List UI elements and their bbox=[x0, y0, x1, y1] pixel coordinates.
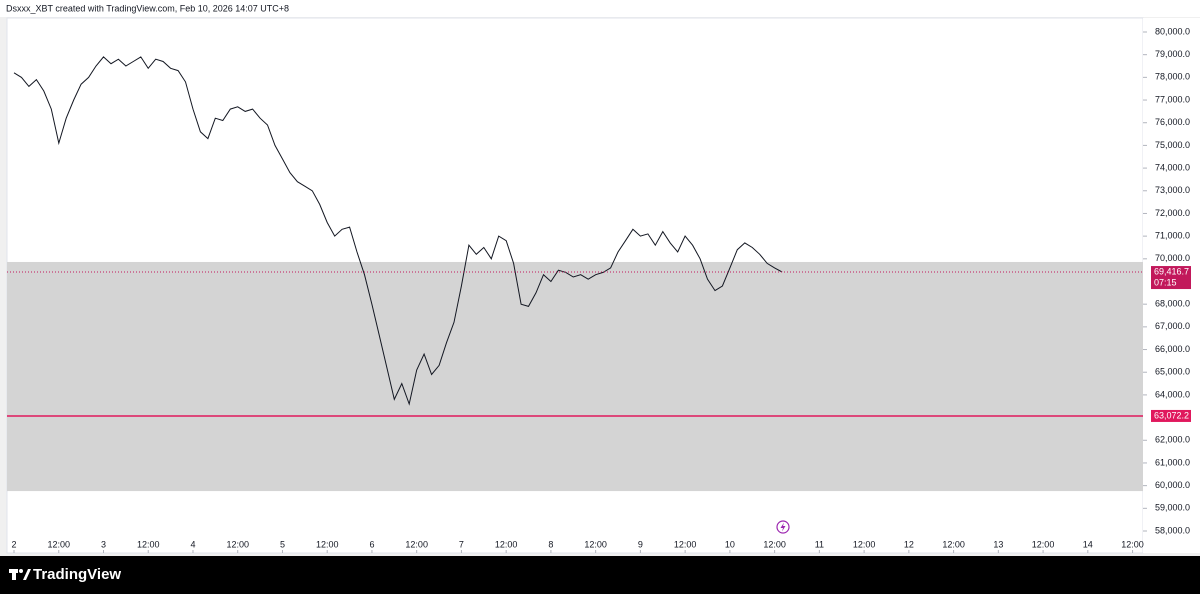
last-price-tag bbox=[1151, 266, 1191, 290]
y-tick-label: 60,000.0 bbox=[1155, 480, 1190, 490]
x-tick-label: 10 bbox=[725, 539, 735, 549]
price-tag-label: 63,072.2 bbox=[1154, 410, 1189, 420]
y-tick-label: 71,000.0 bbox=[1155, 231, 1190, 241]
x-tick-label: 12:00 bbox=[47, 539, 70, 549]
footer-bar bbox=[0, 556, 1200, 594]
y-tick-label: 80,000.0 bbox=[1155, 26, 1190, 36]
x-tick-label: 12:00 bbox=[1121, 539, 1144, 549]
y-tick-label: 73,000.0 bbox=[1155, 185, 1190, 195]
x-tick-label: 7 bbox=[459, 539, 464, 549]
y-tick-label: 67,000.0 bbox=[1155, 321, 1190, 331]
last-price-label: 69,416.7 bbox=[1154, 266, 1189, 276]
y-tick-label: 58,000.0 bbox=[1155, 525, 1190, 535]
y-tick-label: 62,000.0 bbox=[1155, 435, 1190, 445]
x-tick-label: 12:00 bbox=[405, 539, 428, 549]
y-tick-label: 64,000.0 bbox=[1155, 389, 1190, 399]
x-tick-label: 12:00 bbox=[674, 539, 697, 549]
x-tick-label: 12:00 bbox=[226, 539, 249, 549]
y-tick-label: 59,000.0 bbox=[1155, 503, 1190, 513]
x-tick-label: 12:00 bbox=[584, 539, 607, 549]
price-line bbox=[13, 56, 783, 406]
price-tag bbox=[1151, 409, 1191, 422]
x-tick-label: 12:00 bbox=[137, 539, 160, 549]
x-tick-label: 12:00 bbox=[853, 539, 876, 549]
y-tick-label: 68,000.0 bbox=[1155, 299, 1190, 309]
y-tick-label: 66,000.0 bbox=[1155, 344, 1190, 354]
x-tick-label: 12 bbox=[904, 539, 914, 549]
x-tick-label: 2 bbox=[12, 539, 17, 549]
x-tick-label: 6 bbox=[369, 539, 374, 549]
x-tick-label: 12:00 bbox=[763, 539, 786, 549]
x-tick-label: 12:00 bbox=[316, 539, 339, 549]
y-tick-label: 76,000.0 bbox=[1155, 117, 1190, 127]
header-text: Dsxxx_XBT created with TradingView.com, … bbox=[6, 3, 289, 13]
brand-logo bbox=[9, 569, 31, 580]
countdown-label: 07:15 bbox=[1154, 277, 1177, 287]
x-tick-label: 8 bbox=[548, 539, 553, 549]
x-tick-label: 12:00 bbox=[942, 539, 965, 549]
x-tick-label: 11 bbox=[815, 539, 824, 549]
y-tick-label: 78,000.0 bbox=[1155, 72, 1190, 82]
price-zone bbox=[7, 261, 1143, 492]
y-tick-label: 65,000.0 bbox=[1155, 367, 1190, 377]
x-tick-label: 3 bbox=[101, 539, 106, 549]
y-tick-label: 70,000.0 bbox=[1155, 253, 1190, 263]
x-tick-label: 9 bbox=[638, 539, 643, 549]
x-tick-label: 14 bbox=[1083, 539, 1093, 549]
x-tick-label: 13 bbox=[993, 539, 1003, 549]
x-tick-label: 12:00 bbox=[1032, 539, 1055, 549]
x-tick-label: 5 bbox=[280, 539, 285, 549]
brand-name: TradingView bbox=[33, 566, 121, 583]
header-bar bbox=[0, 0, 1200, 17]
event-icon bbox=[776, 520, 790, 534]
x-tick-label: 12:00 bbox=[495, 539, 518, 549]
y-tick-label: 75,000.0 bbox=[1155, 140, 1190, 150]
y-tick-label: 77,000.0 bbox=[1155, 94, 1190, 104]
y-tick-label: 72,000.0 bbox=[1155, 208, 1190, 218]
y-tick-label: 61,000.0 bbox=[1155, 457, 1190, 467]
y-tick-label: 74,000.0 bbox=[1155, 162, 1190, 172]
y-tick-label: 79,000.0 bbox=[1155, 49, 1190, 59]
x-tick-label: 4 bbox=[190, 539, 195, 549]
